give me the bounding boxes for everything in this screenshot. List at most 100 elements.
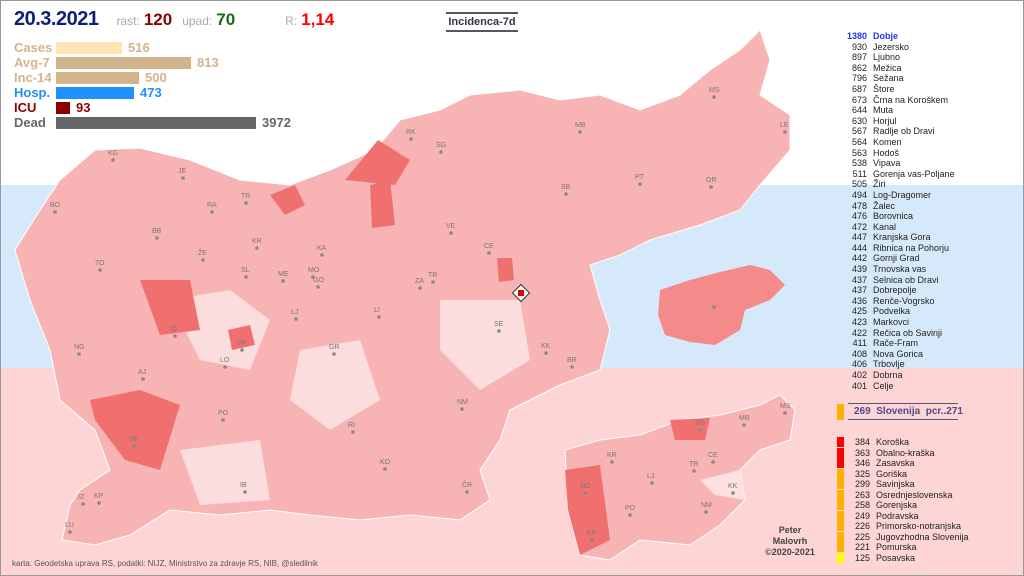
municipality-name: Trbovlje xyxy=(873,359,905,370)
map-label: ME xyxy=(278,271,289,278)
municipality-value: 930 xyxy=(851,41,867,52)
region-name: Zasavska xyxy=(876,458,915,468)
region-swatch xyxy=(837,447,844,458)
city-dot xyxy=(223,365,227,369)
municipality-item: 687 Štore xyxy=(840,84,955,95)
municipality-item: 411 Rače-Fram xyxy=(840,338,955,349)
map-label: KG xyxy=(108,150,118,157)
municipality-item: 494 Log-Dragomer xyxy=(840,190,955,201)
map-label: MB xyxy=(575,122,586,129)
region-swatch xyxy=(837,531,844,542)
city-dot xyxy=(497,329,501,333)
stat-bar xyxy=(56,101,70,114)
municipality-name: Radlje ob Dravi xyxy=(873,126,935,137)
map-label: NG xyxy=(74,344,85,351)
date: 20.3.2021 xyxy=(14,8,99,30)
region-item: 325 Goriška xyxy=(837,469,969,480)
municipality-item: 567 Radlje ob Dravi xyxy=(840,126,955,137)
map-label: BR xyxy=(567,357,577,364)
city-dot xyxy=(243,490,247,494)
region-value: 125 xyxy=(854,552,870,563)
stat-label: Cases xyxy=(14,40,53,55)
municipality-name: Rečica ob Savinji xyxy=(873,327,943,338)
region-swatch xyxy=(837,479,844,490)
map-label: LE xyxy=(780,122,789,129)
region-item: 249 Podravska xyxy=(837,511,969,522)
stat-row: Hosp. 473 xyxy=(14,85,291,100)
footer-source: karta: Geodetska uprava RS, podatki: NIJ… xyxy=(12,559,319,568)
slovenia-inset xyxy=(658,265,785,345)
municipality-value: 425 xyxy=(851,306,867,317)
municipality-name: Selnica ob Dravi xyxy=(873,274,939,285)
city-dot xyxy=(638,182,642,186)
map-label: SL xyxy=(241,267,250,274)
map-label: KR xyxy=(252,238,262,245)
city-dot xyxy=(210,210,214,214)
municipality-value: 406 xyxy=(851,359,867,370)
stat-row: Dead 3972 xyxy=(14,115,291,130)
header: 20.3.2021 rast: 120 upad: 70 R: 1,14 xyxy=(14,8,334,31)
municipality-value: 442 xyxy=(851,253,867,264)
credit-line3: ©2020-2021 xyxy=(765,547,815,557)
stat-label: Avg-7 xyxy=(14,55,50,70)
city-dot xyxy=(351,430,355,434)
municipality-value: 402 xyxy=(851,370,867,380)
city-dot xyxy=(81,502,85,506)
stat-bar xyxy=(56,71,139,84)
city-dot xyxy=(221,418,225,422)
map-label: MS xyxy=(709,87,720,94)
municipality-name: Ribnica na Pohorju xyxy=(873,242,950,253)
city-dot xyxy=(439,150,443,154)
map-label: RK xyxy=(406,129,416,136)
slovenia-total: 269 Slovenija pcr..271 xyxy=(837,403,963,420)
city-dot xyxy=(240,348,244,352)
municipality-item: 644 Muta xyxy=(840,105,955,116)
municipality-value: 567 xyxy=(851,126,867,137)
city-dot xyxy=(97,501,101,505)
municipality-item: 401 Celje xyxy=(840,381,955,392)
stat-row: ICU 93 xyxy=(14,100,291,115)
city-dot xyxy=(583,491,587,495)
map-label: RA xyxy=(207,202,217,209)
municipality-value: 862 xyxy=(851,62,867,73)
municipality-name: Renče-Vogrsko xyxy=(873,295,935,306)
region-value: 263 xyxy=(854,489,870,500)
municipality-value: 472 xyxy=(851,221,867,232)
map-label: KR xyxy=(607,452,617,459)
credit-line1: Peter xyxy=(778,525,802,535)
city-dot xyxy=(449,231,453,235)
region-value: 325 xyxy=(854,468,870,479)
region-value: 384 xyxy=(854,437,870,447)
municipality-item: 436 Renče-Vogrsko xyxy=(840,296,955,307)
region-name: Osrednjeslovenska xyxy=(876,489,953,500)
region-value: 226 xyxy=(854,521,870,531)
municipality-item: 402 Dobrna xyxy=(840,370,955,381)
municipality-value: 564 xyxy=(851,136,867,147)
region-value: 249 xyxy=(854,510,870,521)
stat-value: 93 xyxy=(76,100,91,115)
municipality-item: 563 Hodoš xyxy=(840,148,955,159)
map-label: IB xyxy=(240,482,247,489)
map-label: KP xyxy=(587,530,597,537)
municipality-value: 630 xyxy=(851,115,867,126)
stat-value: 3972 xyxy=(262,115,291,130)
region-swatch xyxy=(837,458,844,469)
city-dot xyxy=(311,275,315,279)
city-dot xyxy=(418,286,422,290)
city-dot xyxy=(544,351,548,355)
region-swatch xyxy=(837,521,844,532)
slovenia-map xyxy=(14,29,791,546)
region-name: Primorsko-notranjska xyxy=(876,521,962,531)
city-dot xyxy=(244,201,248,205)
municipality-value: 411 xyxy=(852,338,867,349)
map-label: PO xyxy=(218,410,229,417)
municipality-name: Dobrna xyxy=(873,370,903,380)
stat-bar xyxy=(56,41,122,54)
stat-row: Avg-7 813 xyxy=(14,55,291,70)
municipality-name: Komen xyxy=(873,136,902,147)
municipality-name: Kanal xyxy=(873,221,897,232)
map-label: PO xyxy=(625,505,636,512)
municipality-item: 472 Kanal xyxy=(840,222,955,233)
map-label: OR xyxy=(706,177,717,184)
